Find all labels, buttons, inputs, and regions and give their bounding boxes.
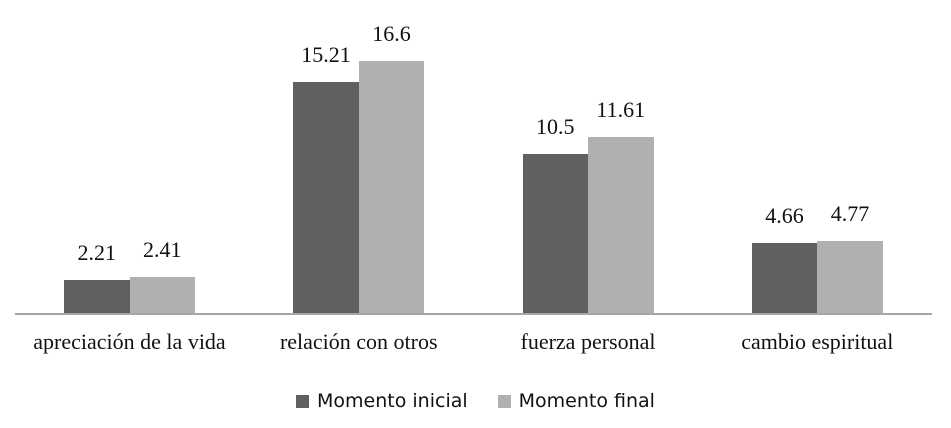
data-label: 4.66	[765, 203, 804, 228]
bar	[358, 61, 425, 314]
data-label: 2.21	[77, 240, 117, 265]
x-axis-line	[15, 313, 932, 315]
data-label: 4.77	[830, 201, 870, 226]
bar	[129, 277, 195, 314]
legend-item-momento-inicial: Momento inicial	[296, 390, 468, 412]
category-label: fuerza personal	[520, 329, 656, 354]
bar	[751, 243, 818, 314]
bar	[522, 154, 588, 314]
bar	[293, 82, 359, 314]
legend-swatch-light	[497, 394, 511, 408]
data-label: 10.5	[536, 114, 575, 139]
legend-label: Momento final	[518, 390, 655, 412]
legend-label: Momento inicial	[317, 390, 468, 412]
data-label: 16.6	[372, 21, 411, 46]
data-label: 15.21	[301, 42, 351, 67]
category-label: apreciación de la vida	[33, 329, 226, 354]
category-label: cambio espiritual	[741, 329, 894, 354]
legend-item-momento-final: Momento final	[497, 390, 655, 412]
bar	[817, 241, 883, 314]
legend: Momento inicial Momento final	[0, 390, 951, 412]
data-label: 2.41	[143, 237, 182, 262]
bar	[588, 137, 654, 314]
legend-swatch-dark	[296, 394, 310, 408]
category-label: relación con otros	[279, 329, 438, 354]
bar	[64, 280, 130, 314]
data-label: 11.61	[596, 97, 646, 122]
